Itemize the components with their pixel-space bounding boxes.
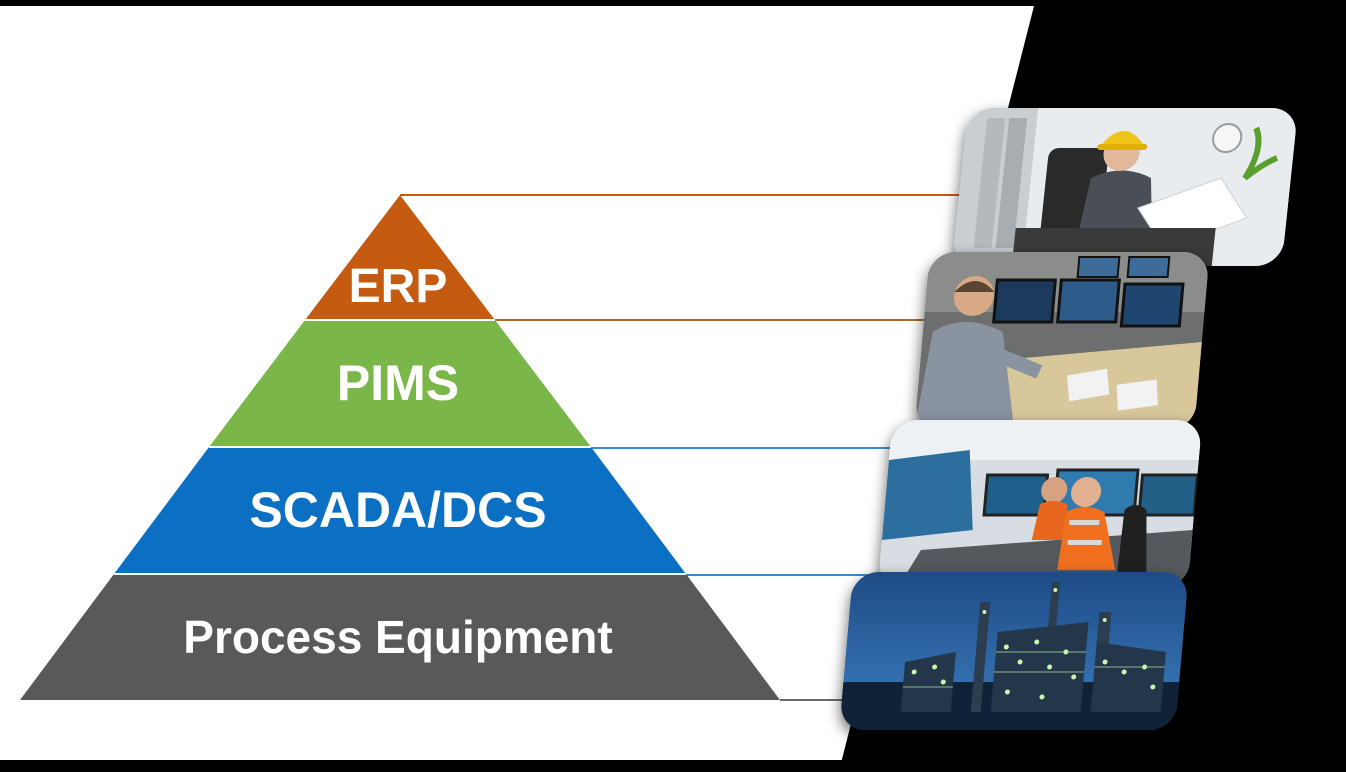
photo-control-room-image: [877, 420, 1203, 588]
pyramid-level-scada: [114, 447, 686, 574]
label-erp: ERP: [349, 260, 448, 313]
pyramid-level-process: [20, 574, 780, 700]
label-pims: PIMS: [337, 355, 459, 411]
photo-control-room: [877, 420, 1203, 588]
label-process-equipment: Process Equipment: [183, 611, 612, 663]
photo-operator-image: [914, 252, 1210, 430]
pyramid-level-erp: [305, 195, 495, 320]
photo-plant-image: [839, 572, 1189, 730]
photo-engineer-hard-hat: [951, 108, 1299, 266]
photo-operator-monitors: [914, 252, 1210, 430]
label-scada-dcs: SCADA/DCS: [249, 482, 546, 538]
photo-industrial-plant: [839, 572, 1189, 730]
pyramid-level-pims: [209, 320, 591, 447]
photo-engineer-image: [951, 108, 1299, 266]
bottom-border: [0, 760, 1346, 767]
